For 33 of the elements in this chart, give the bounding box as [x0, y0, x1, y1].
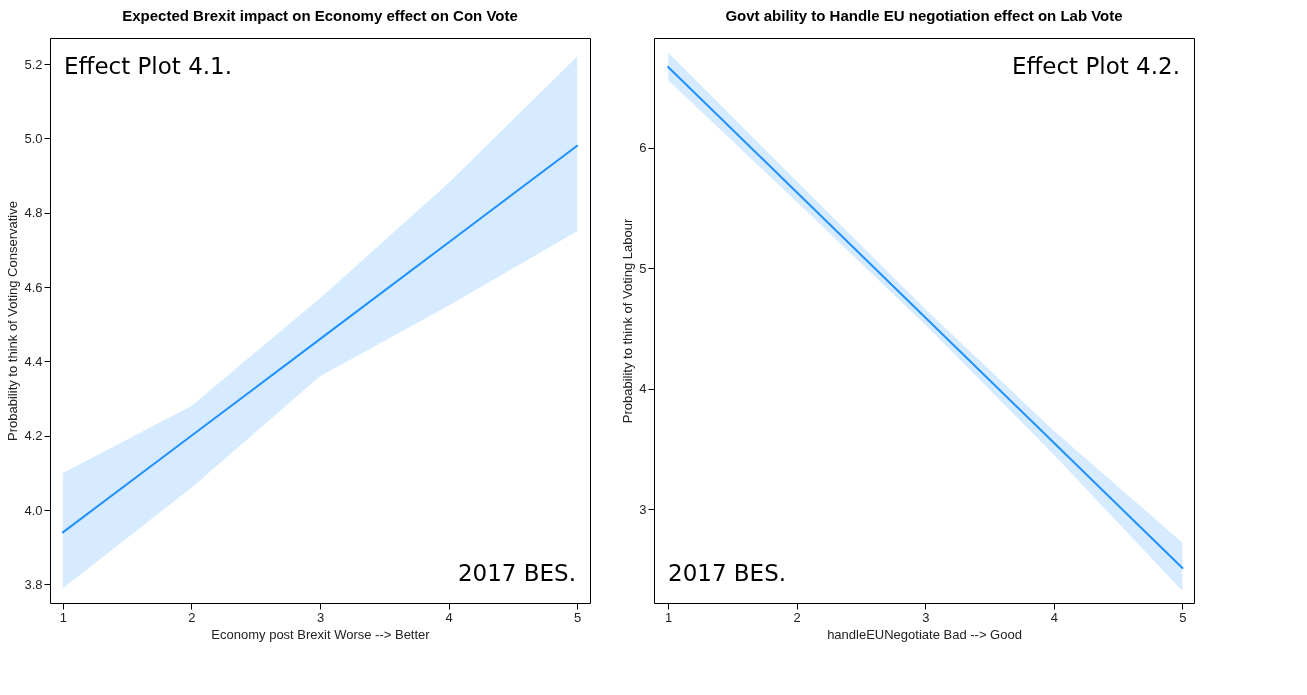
- y-axis-title: Probability to think of Voting Conservative: [5, 201, 21, 441]
- y-tick-label: 5.0: [24, 130, 43, 146]
- y-tick-label: 3.8: [24, 576, 43, 592]
- x-tick-label: 5: [1179, 609, 1187, 625]
- x-tick-label: 1: [59, 609, 67, 625]
- y-tick-label: 3: [639, 501, 647, 517]
- y-tick-label: 4.4: [24, 353, 43, 369]
- x-tick-label: 2: [793, 609, 801, 625]
- y-tick-label: 5.2: [24, 56, 43, 72]
- x-tick-label: 4: [1050, 609, 1058, 625]
- y-tick-label: 5: [639, 260, 647, 276]
- x-tick-label: 3: [922, 609, 930, 625]
- x-tick-label: 3: [316, 609, 325, 625]
- x-tick-label: 4: [445, 609, 453, 625]
- x-tick-label: 5: [574, 609, 582, 625]
- x-axis-title: Economy post Brexit Worse --> Better: [211, 626, 431, 642]
- annotation: 2017 BES.: [668, 560, 787, 586]
- y-tick-label: 4.0: [24, 502, 43, 518]
- annotation: Effect Plot 4.2.: [1011, 53, 1180, 79]
- x-axis-title: handleEUNegotiate Bad --> Good: [827, 626, 1022, 642]
- annotation: 2017 BES.: [457, 560, 576, 586]
- chart-title: Expected Brexit impact on Economy effect on Con Vote: [122, 7, 518, 24]
- y-tick-label: 6: [639, 140, 647, 156]
- x-tick-label: 2: [188, 609, 196, 625]
- y-tick-label: 4.2: [24, 428, 43, 444]
- y-tick-label: 4.8: [24, 205, 43, 221]
- chart-title: Govt ability to Handle EU negotiation effect on Lab Vote: [725, 7, 1123, 24]
- line-series: [61, 144, 579, 534]
- x-tick-label: 1: [665, 609, 673, 625]
- y-axis-title: Probability to think of Voting Labour: [620, 218, 636, 424]
- annotation: Effect Plot 4.1.: [64, 53, 233, 79]
- y-tick-label: 4: [639, 381, 647, 397]
- y-tick-label: 4.6: [24, 279, 43, 295]
